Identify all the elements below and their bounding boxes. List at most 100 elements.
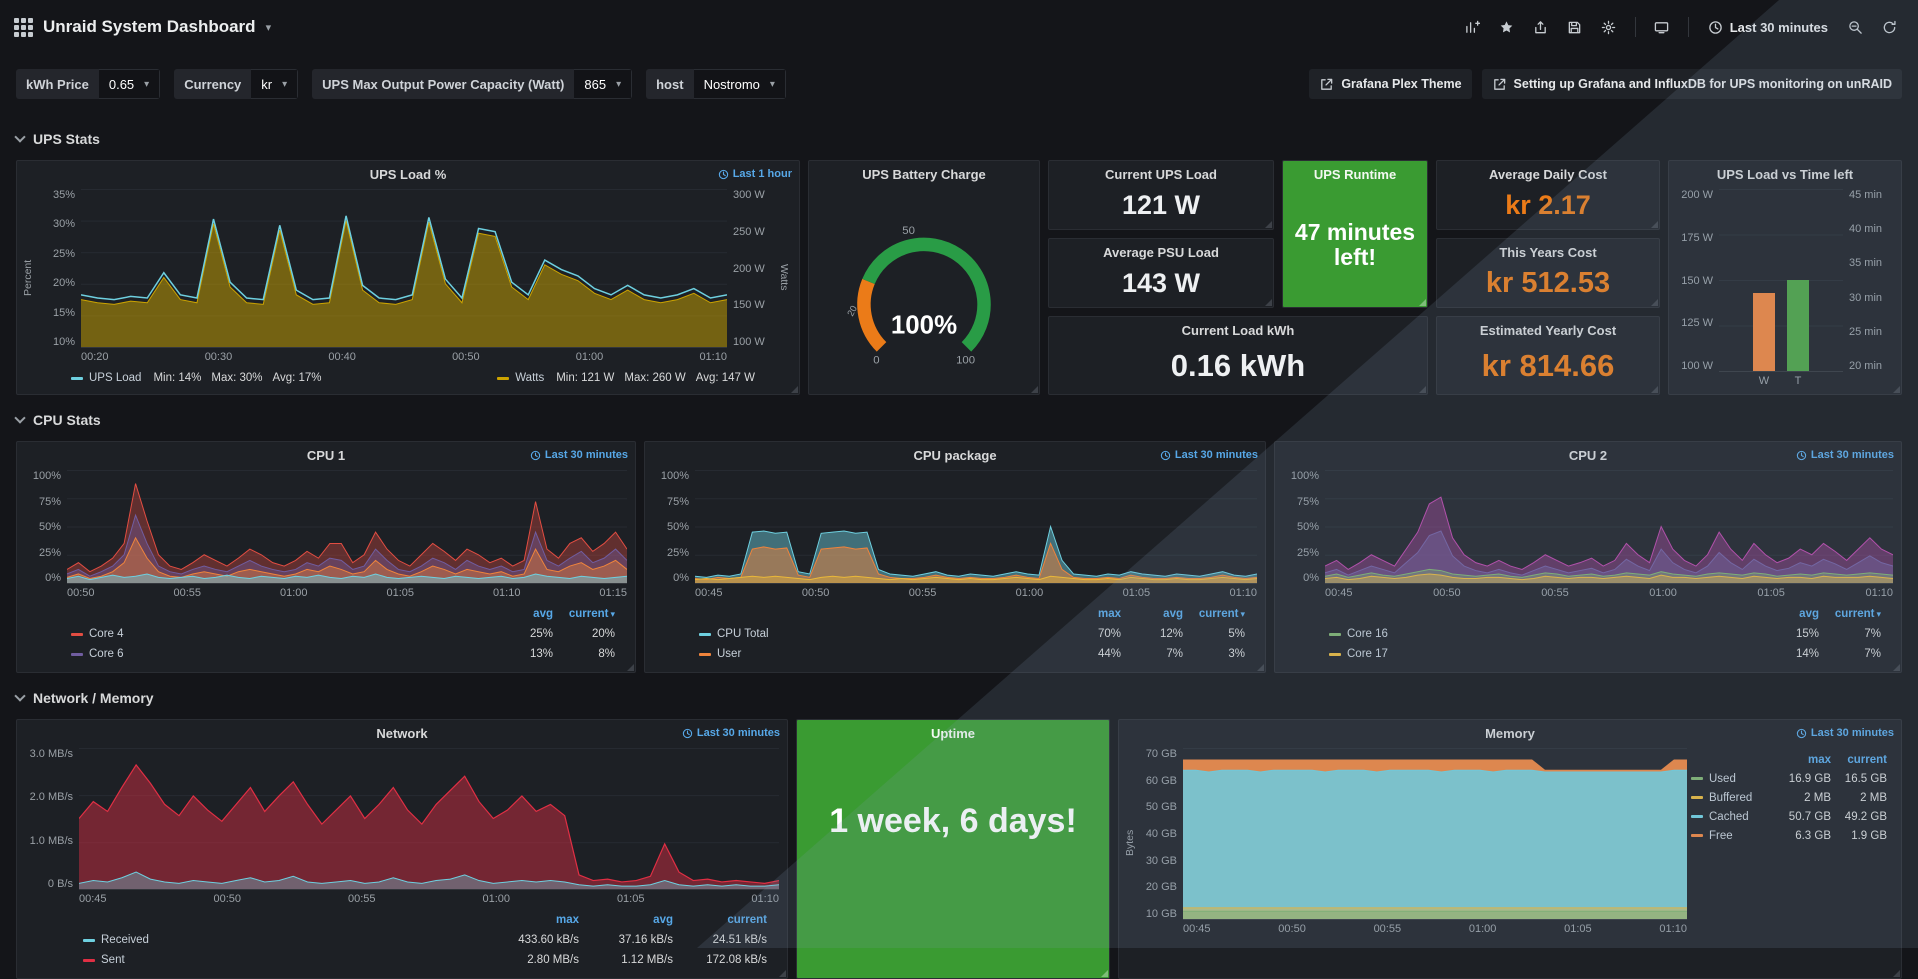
settings-button[interactable] — [1594, 14, 1624, 40]
panel-title[interactable]: UPS Battery Charge — [862, 166, 986, 182]
legend-series-name[interactable]: Watts — [515, 372, 545, 384]
ups-load-plot[interactable] — [81, 189, 727, 348]
x-axis: 00:20 00:30 00:40 00:50 01:00 01:10 — [81, 348, 727, 366]
panel-title[interactable]: UPS Load % — [369, 166, 447, 182]
panel-title[interactable]: Average Daily Cost — [1488, 166, 1607, 182]
legend-sort-avg[interactable]: avg — [653, 914, 673, 926]
section-cpu-stats[interactable]: CPU Stats — [14, 407, 1902, 433]
chevron-down-icon — [14, 412, 26, 424]
panel-memory: Memory Last 30 minutes Bytes 70 GB 60 GB 5… — [1118, 719, 1902, 979]
divider — [1687, 17, 1689, 37]
network-plot[interactable] — [79, 748, 779, 890]
x-tick: 01:00 — [482, 893, 510, 905]
legend-series-name[interactable]: Core 17 — [1329, 648, 1757, 660]
bar-label: W — [1758, 375, 1770, 387]
panel-title[interactable]: Network — [376, 725, 428, 741]
legend-series-name[interactable]: Sent — [83, 954, 485, 966]
cpu1-legend: avg current ▾ Core 4 25% 20% Core 6 13% 8… — [21, 602, 627, 668]
x-axis: 00:45 00:50 00:55 01:00 01:05 01:10 — [1183, 920, 1687, 938]
legend-value: 1.9 GB — [1851, 829, 1887, 842]
x-tick: 00:45 — [695, 587, 723, 599]
legend-sort-current[interactable]: current — [727, 914, 767, 926]
panel-ups-load-vs-time-left: UPS Load vs Time left 200 W 175 W 150 W 125… — [1668, 160, 1902, 395]
legend-row: Free 6.3 GB 1.9 GB — [1691, 826, 1887, 845]
variable-value-dropdown[interactable]: 0.65 ▾ — [98, 69, 161, 99]
y-axis-left: 70 GB 60 GB 50 GB 40 GB 30 GB 20 GB 10 GB — [1137, 748, 1183, 938]
share-button[interactable] — [1526, 14, 1556, 40]
legend-sort-current[interactable]: current ▾ — [1834, 608, 1881, 620]
legend-sort-current[interactable]: current ▾ — [1198, 608, 1245, 620]
chevron-down-icon[interactable]: ▾ — [265, 21, 272, 34]
legend-row: Received 433.60 kB/s 37.16 kB/s 24.51 kB… — [83, 930, 767, 950]
dashboard-title[interactable]: Unraid System Dashboard — [43, 17, 256, 36]
legend-series-name[interactable]: Core 16 — [1329, 628, 1757, 640]
x-tick: 00:50 — [801, 587, 830, 599]
panel-title[interactable]: This Years Cost — [1499, 244, 1597, 260]
y-tick: 50 GB — [1145, 801, 1177, 814]
zoom-out-button[interactable] — [1840, 14, 1870, 40]
panel-title[interactable]: Uptime — [930, 725, 976, 741]
cpu2-plot[interactable] — [1325, 470, 1893, 584]
legend-series-name[interactable]: Free — [1691, 830, 1775, 842]
legend-sort-max[interactable]: max — [1807, 753, 1831, 766]
x-tick: 00:20 — [81, 351, 109, 363]
add-panel-button[interactable] — [1458, 14, 1488, 40]
legend-value: 8% — [598, 648, 615, 660]
variable-value-dropdown[interactable]: kr ▾ — [251, 69, 299, 99]
legend-value: 7% — [1864, 648, 1881, 660]
legend-sort-avg[interactable]: avg — [533, 608, 553, 620]
time-range-picker[interactable]: Last 30 minutes — [1700, 20, 1836, 35]
legend-sort-max[interactable]: max — [555, 914, 579, 926]
panel-title[interactable]: CPU 2 — [1568, 447, 1608, 463]
refresh-icon — [1883, 20, 1896, 33]
panel-title[interactable]: Estimated Yearly Cost — [1479, 322, 1617, 338]
legend-series-name[interactable]: Core 4 — [71, 628, 491, 640]
panel-title[interactable]: UPS Runtime — [1313, 166, 1397, 182]
variable-host: host Nostromo ▾ — [646, 69, 786, 99]
variable-value-dropdown[interactable]: 865 ▾ — [574, 69, 633, 99]
legend-sort-max[interactable]: max — [1097, 608, 1121, 620]
legend-value: 37.16 kB/s — [618, 934, 673, 946]
refresh-button[interactable] — [1874, 14, 1904, 40]
legend-sort-avg[interactable]: avg — [1163, 608, 1183, 620]
panel-title[interactable]: UPS Load vs Time left — [1716, 166, 1854, 182]
panel-title[interactable]: CPU package — [913, 447, 997, 463]
legend-header-row: avg current ▾ — [71, 604, 615, 624]
legend-sort-current[interactable]: current ▾ — [568, 608, 615, 620]
star-button[interactable] — [1492, 14, 1522, 40]
variable-currency: Currency kr ▾ — [174, 69, 299, 99]
panel-title[interactable]: Memory — [1485, 725, 1535, 741]
legend-series-name[interactable]: Buffered — [1691, 792, 1775, 804]
legend-series-name[interactable]: Received — [83, 934, 485, 946]
save-button[interactable] — [1560, 14, 1590, 40]
legend-series-name[interactable]: UPS Load — [89, 372, 142, 384]
legend-series-name[interactable]: Core 6 — [71, 648, 491, 660]
legend-sort-current[interactable]: current — [1847, 753, 1887, 766]
legend-max: Max: 260 W — [624, 372, 686, 384]
legend-series-name[interactable]: Cached — [1691, 811, 1775, 823]
x-axis: 00:45 00:50 00:55 01:00 01:05 01:10 — [695, 584, 1257, 602]
legend-row: Core 6 13% 8% — [71, 644, 615, 664]
panel-title[interactable]: Current UPS Load — [1105, 166, 1217, 182]
panel-title[interactable]: Average PSU Load — [1103, 244, 1219, 260]
section-network-memory[interactable]: Network / Memory — [14, 685, 1902, 711]
section-ups-stats[interactable]: UPS Stats — [14, 126, 1902, 152]
legend-value: 7% — [1166, 648, 1183, 660]
legend-value: 1.12 MB/s — [621, 954, 673, 966]
variable-value-dropdown[interactable]: Nostromo ▾ — [693, 69, 786, 99]
link-grafana-plex-theme[interactable]: Grafana Plex Theme — [1309, 69, 1472, 99]
cpu1-plot[interactable] — [67, 470, 627, 584]
panel-title[interactable]: Current Load kWh — [1181, 322, 1295, 338]
ups-bar-plot[interactable] — [1719, 189, 1843, 372]
link-grafana-influxdb-guide[interactable]: Setting up Grafana and InfluxDB for UPS … — [1481, 69, 1902, 99]
legend-value: 3% — [1228, 648, 1245, 660]
tv-kiosk-button[interactable] — [1647, 14, 1677, 40]
memory-plot[interactable] — [1183, 748, 1687, 920]
panel-title[interactable]: CPU 1 — [306, 447, 346, 463]
legend-series-name[interactable]: Used — [1691, 773, 1775, 785]
legend-sort-avg[interactable]: avg — [1799, 608, 1819, 620]
legend-series-name[interactable]: CPU Total — [699, 628, 1059, 640]
legend-series-name[interactable]: User — [699, 648, 1059, 660]
cpu-package-plot[interactable] — [695, 470, 1257, 584]
apps-grid-icon[interactable] — [14, 17, 33, 37]
